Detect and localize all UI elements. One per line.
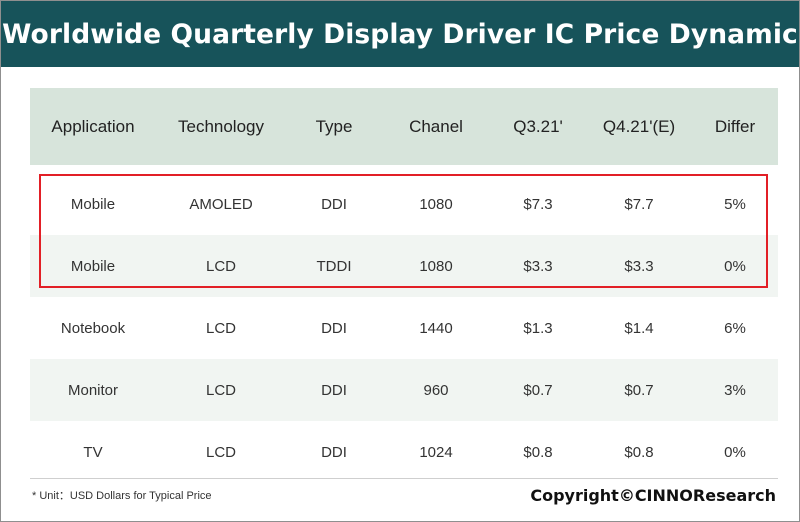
cell-differ: 0% xyxy=(724,443,746,461)
cell-application: Notebook xyxy=(60,319,126,337)
cell-technology: LCD xyxy=(205,381,236,399)
cell-q3-price: $1.3 xyxy=(523,319,553,337)
table-bottom-rule xyxy=(30,478,778,479)
cell-application: Mobile xyxy=(70,257,116,275)
cell-application: Monitor xyxy=(67,381,119,399)
chart-title: Worldwide Quarterly Display Driver IC Pr… xyxy=(1,1,799,67)
cell-technology: LCD xyxy=(205,319,236,337)
cell-differ: 6% xyxy=(724,319,746,337)
cell-q4-price: $7.7 xyxy=(624,195,654,213)
cell-q4-price: $0.8 xyxy=(624,443,654,461)
cell-chanel: 960 xyxy=(423,381,449,399)
cell-technology: LCD xyxy=(205,443,236,461)
cell-q4-price: $1.4 xyxy=(624,319,654,337)
column-header-differ: Differ xyxy=(714,116,756,136)
column-header-technology: Technology xyxy=(177,116,264,136)
cell-differ: 5% xyxy=(724,195,746,213)
cell-chanel: 1080 xyxy=(419,195,453,213)
cell-chanel: 1080 xyxy=(419,257,453,275)
highlight-box xyxy=(39,174,768,288)
cell-type: DDI xyxy=(321,381,347,399)
cell-q3-price: $0.7 xyxy=(523,381,553,399)
cell-type: DDI xyxy=(321,319,347,337)
cell-q3-price: $3.3 xyxy=(523,257,553,275)
cell-q3-price: $0.8 xyxy=(523,443,553,461)
cell-q4-price: $0.7 xyxy=(624,381,654,399)
cell-application: Mobile xyxy=(70,195,116,213)
cell-type: DDI xyxy=(321,443,347,461)
cell-technology: LCD xyxy=(205,257,236,275)
column-header-chanel: Chanel xyxy=(409,116,463,136)
column-header-q3-21: Q3.21' xyxy=(513,116,563,136)
table-row: Mobile AMOLED DDI 1080 $7.3 $7.7 5% xyxy=(30,173,778,235)
table-header-row: Application Technology Type Chanel Q3.21… xyxy=(30,88,778,165)
footnote: * Unit：USD Dollars for Typical Price xyxy=(32,490,212,502)
cell-q4-price: $3.3 xyxy=(624,257,654,275)
table-row: Monitor LCD DDI 960 $0.7 $0.7 3% xyxy=(30,359,778,421)
cell-differ: 3% xyxy=(724,381,746,399)
cell-type: TDDI xyxy=(316,257,352,275)
table-row: TV LCD DDI 1024 $0.8 $0.8 0% xyxy=(30,421,778,483)
cell-application: TV xyxy=(83,443,103,461)
cell-type: DDI xyxy=(321,195,347,213)
copyright: Copyright©CINNOResearch xyxy=(530,486,776,505)
column-header-type: Type xyxy=(315,116,353,136)
cell-q3-price: $7.3 xyxy=(523,195,553,213)
cell-differ: 0% xyxy=(724,257,746,275)
cell-chanel: 1024 xyxy=(419,443,453,461)
cell-technology: AMOLED xyxy=(189,195,253,213)
column-header-application: Application xyxy=(51,116,135,136)
column-header-q4-21: Q4.21'(E) xyxy=(602,116,676,136)
cell-chanel: 1440 xyxy=(419,319,453,337)
table-row: Notebook LCD DDI 1440 $1.3 $1.4 6% xyxy=(30,297,778,359)
